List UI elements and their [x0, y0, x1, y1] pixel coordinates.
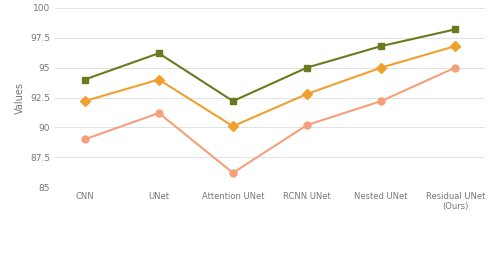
Y-axis label: Values: Values: [14, 81, 24, 114]
Sensitivity: [452, 44, 458, 48]
Accuracy: [452, 66, 458, 69]
Sensitivity: [304, 92, 310, 95]
Sensitivity: [230, 125, 236, 128]
Accuracy: [156, 112, 162, 115]
Specificity: [304, 66, 310, 69]
Specificity: [378, 44, 384, 48]
Accuracy: [230, 171, 236, 174]
Specificity: [452, 28, 458, 31]
Line: Sensitivity: Sensitivity: [81, 43, 459, 130]
Line: Specificity: Specificity: [81, 26, 459, 105]
Sensitivity: [82, 100, 87, 103]
Specificity: [156, 52, 162, 55]
Line: Accuracy: Accuracy: [81, 64, 459, 176]
Accuracy: [304, 124, 310, 127]
Sensitivity: [156, 78, 162, 81]
Specificity: [82, 78, 87, 81]
Specificity: [230, 100, 236, 103]
Accuracy: [82, 138, 87, 141]
Accuracy: [378, 100, 384, 103]
Sensitivity: [378, 66, 384, 69]
